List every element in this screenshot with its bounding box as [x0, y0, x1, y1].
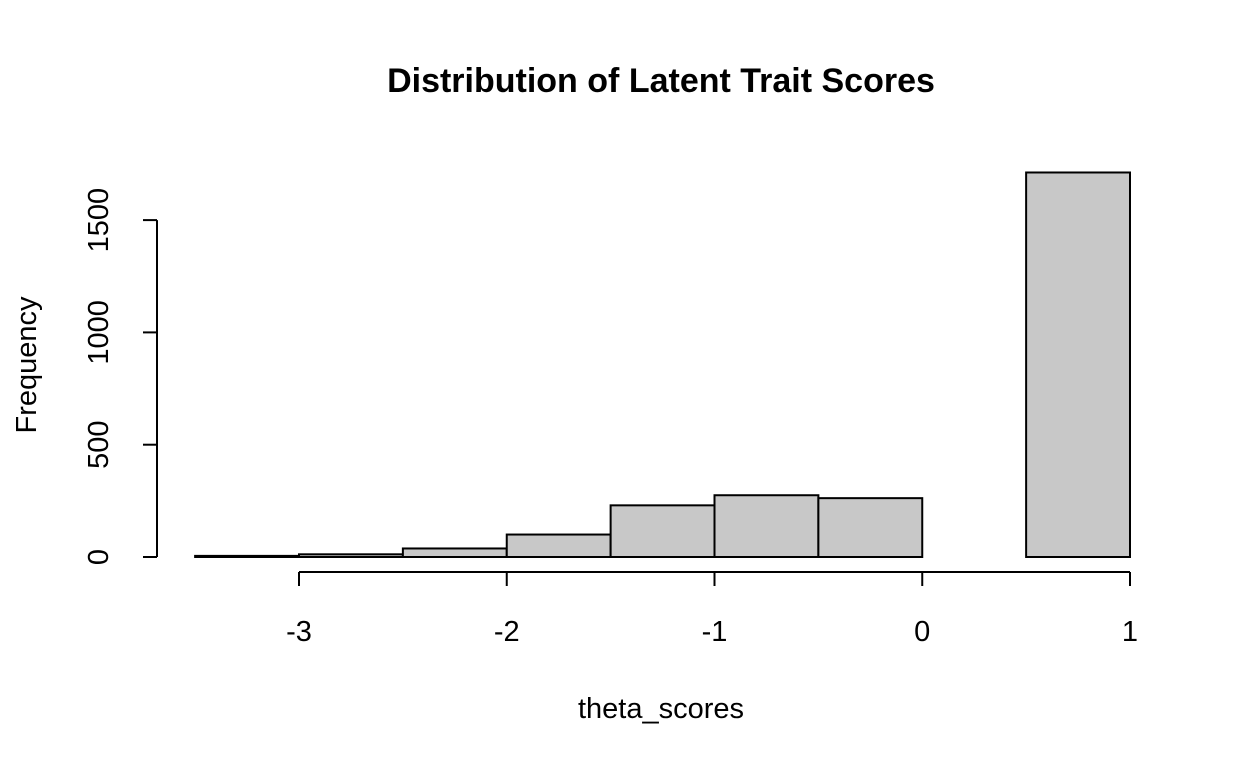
x-axis-label: theta_scores	[578, 693, 744, 725]
histogram-bar	[817, 497, 924, 558]
y-tick-label: 1500	[83, 188, 115, 253]
histogram-bar	[713, 494, 820, 558]
histogram-bar	[1025, 171, 1131, 558]
y-axis: 0 500 1000 1500	[83, 188, 158, 565]
histogram-bar	[401, 547, 508, 559]
y-tick-label: 1000	[83, 300, 115, 365]
histogram-bar	[505, 533, 612, 558]
chart-title: Distribution of Latent Trait Scores	[387, 62, 935, 100]
x-tick-label: -1	[702, 616, 728, 648]
x-tick-label: 0	[914, 616, 930, 648]
x-tick-label: 1	[1122, 616, 1138, 648]
x-tick-label: -3	[286, 616, 312, 648]
x-tick-label: -2	[494, 616, 520, 648]
histogram-bar	[609, 504, 716, 559]
bars-group	[194, 171, 1131, 559]
y-tick-label: 0	[83, 549, 115, 565]
y-axis-label: Frequency	[11, 296, 43, 434]
x-axis: -3 -2 -1 0 1	[286, 571, 1138, 648]
y-tick-label: 500	[83, 421, 115, 469]
histogram-bar	[298, 553, 404, 559]
histogram-bar	[194, 554, 300, 559]
